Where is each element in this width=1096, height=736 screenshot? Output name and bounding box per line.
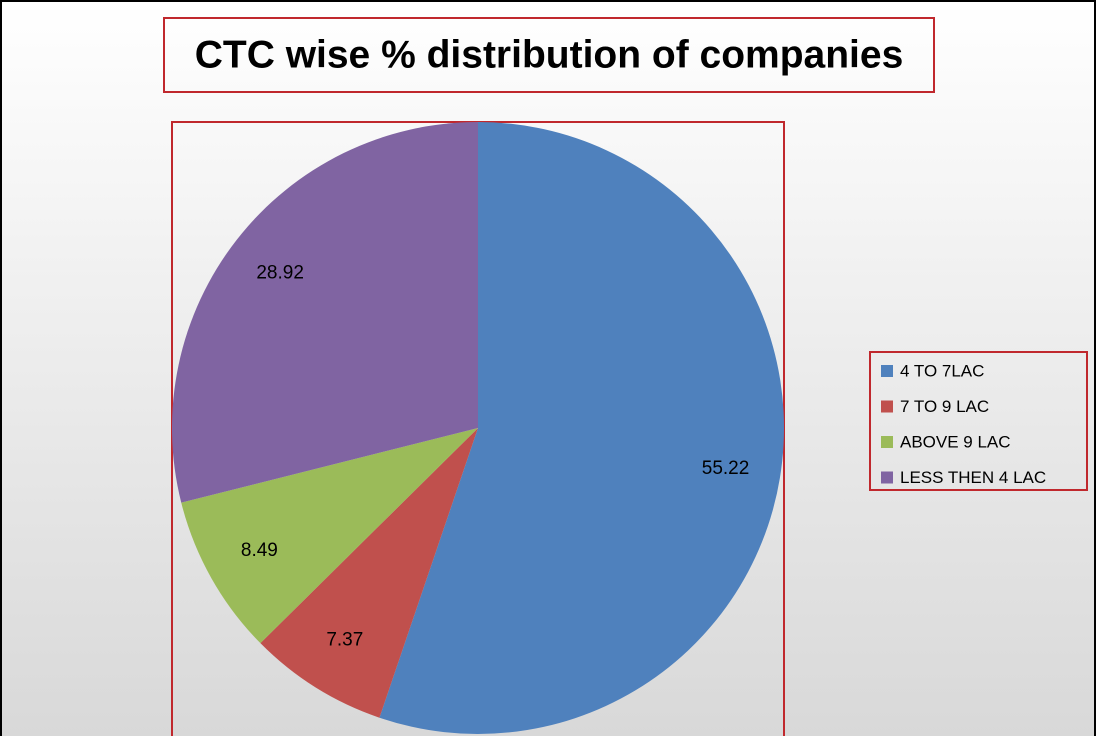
pie-slice <box>260 428 478 718</box>
legend-label: ABOVE 9 LAC <box>900 432 1011 451</box>
title-box <box>163 17 935 93</box>
data-label: 7.37 <box>326 630 363 651</box>
legend-box <box>869 351 1088 491</box>
pie-slice <box>379 122 785 734</box>
legend-label: 7 TO 9 LAC <box>900 397 989 416</box>
legend-label: LESS THEN 4 LAC <box>900 468 1046 487</box>
legend-swatch <box>881 471 893 484</box>
data-label: 28.92 <box>256 263 304 284</box>
pie-slice <box>172 122 479 503</box>
pie-slice <box>181 428 478 644</box>
legend-swatch <box>881 400 893 413</box>
legend-label: 4 TO 7LAC <box>900 361 984 380</box>
data-label: 55.22 <box>702 458 750 479</box>
legend-swatch <box>881 436 893 448</box>
legend-swatch <box>881 365 893 377</box>
data-label: 8.49 <box>241 540 278 561</box>
chart-title: CTC wise % distribution of companies <box>195 33 904 76</box>
